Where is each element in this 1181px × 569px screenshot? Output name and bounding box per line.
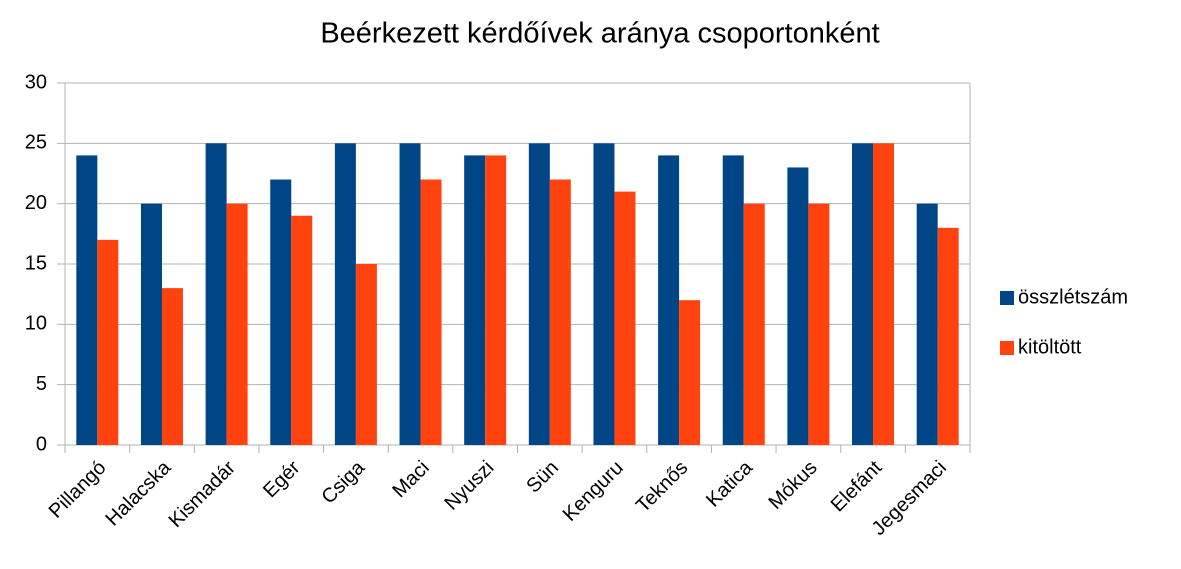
legend-label: összlétszám xyxy=(1018,286,1128,308)
x-tick-label: Sün xyxy=(522,457,563,498)
bar xyxy=(614,191,636,445)
bar xyxy=(722,155,744,445)
y-tick-label: 5 xyxy=(36,373,47,395)
x-tick-label: Teknős xyxy=(632,457,692,517)
y-tick-label: 10 xyxy=(25,313,47,335)
bar xyxy=(291,215,313,445)
bar xyxy=(852,143,874,446)
legend-label: kitöltött xyxy=(1018,336,1082,358)
x-tick-label: Mókus xyxy=(764,457,821,514)
legend-swatch xyxy=(1000,291,1014,305)
bar xyxy=(420,179,442,446)
x-tick-label: Elefánt xyxy=(827,456,887,516)
x-tick-label: Katica xyxy=(702,456,757,511)
bar xyxy=(355,264,377,445)
y-tick-label: 25 xyxy=(25,132,47,154)
y-tick-label: 30 xyxy=(25,71,47,93)
bar xyxy=(916,203,938,445)
x-tick-label: Egér xyxy=(259,456,305,502)
bar xyxy=(485,155,507,445)
chart-title: Beérkezett kérdőívek aránya csoportonkén… xyxy=(320,18,879,50)
bar xyxy=(140,203,162,445)
bar xyxy=(549,179,571,446)
bar xyxy=(334,143,356,446)
bar xyxy=(593,143,615,446)
x-tick-label: Maci xyxy=(388,457,433,502)
bar xyxy=(226,203,248,445)
bar xyxy=(528,143,550,446)
bar xyxy=(743,203,765,445)
bar xyxy=(937,227,959,445)
bar xyxy=(399,143,421,446)
bar xyxy=(464,155,486,445)
legend-swatch xyxy=(1000,341,1014,355)
bar xyxy=(97,239,119,445)
x-tick-label: Kenguru xyxy=(559,457,628,526)
x-tick-label: Pillangó xyxy=(45,457,111,523)
y-tick-label: 20 xyxy=(25,192,47,214)
bar xyxy=(76,155,98,445)
x-tick-label: Csiga xyxy=(317,456,369,508)
bar xyxy=(873,143,895,446)
y-tick-label: 15 xyxy=(25,252,47,274)
x-tick-label: Halacska xyxy=(102,456,176,530)
y-tick-label: 0 xyxy=(36,433,47,455)
bar xyxy=(270,179,292,446)
bar xyxy=(205,143,227,446)
bar xyxy=(679,300,701,445)
bar xyxy=(161,288,183,445)
bar xyxy=(808,203,830,445)
bar xyxy=(658,155,680,445)
x-tick-label: Nyuszi xyxy=(440,457,498,515)
x-tick-label: Kismadár xyxy=(165,456,241,532)
bar xyxy=(787,167,809,445)
